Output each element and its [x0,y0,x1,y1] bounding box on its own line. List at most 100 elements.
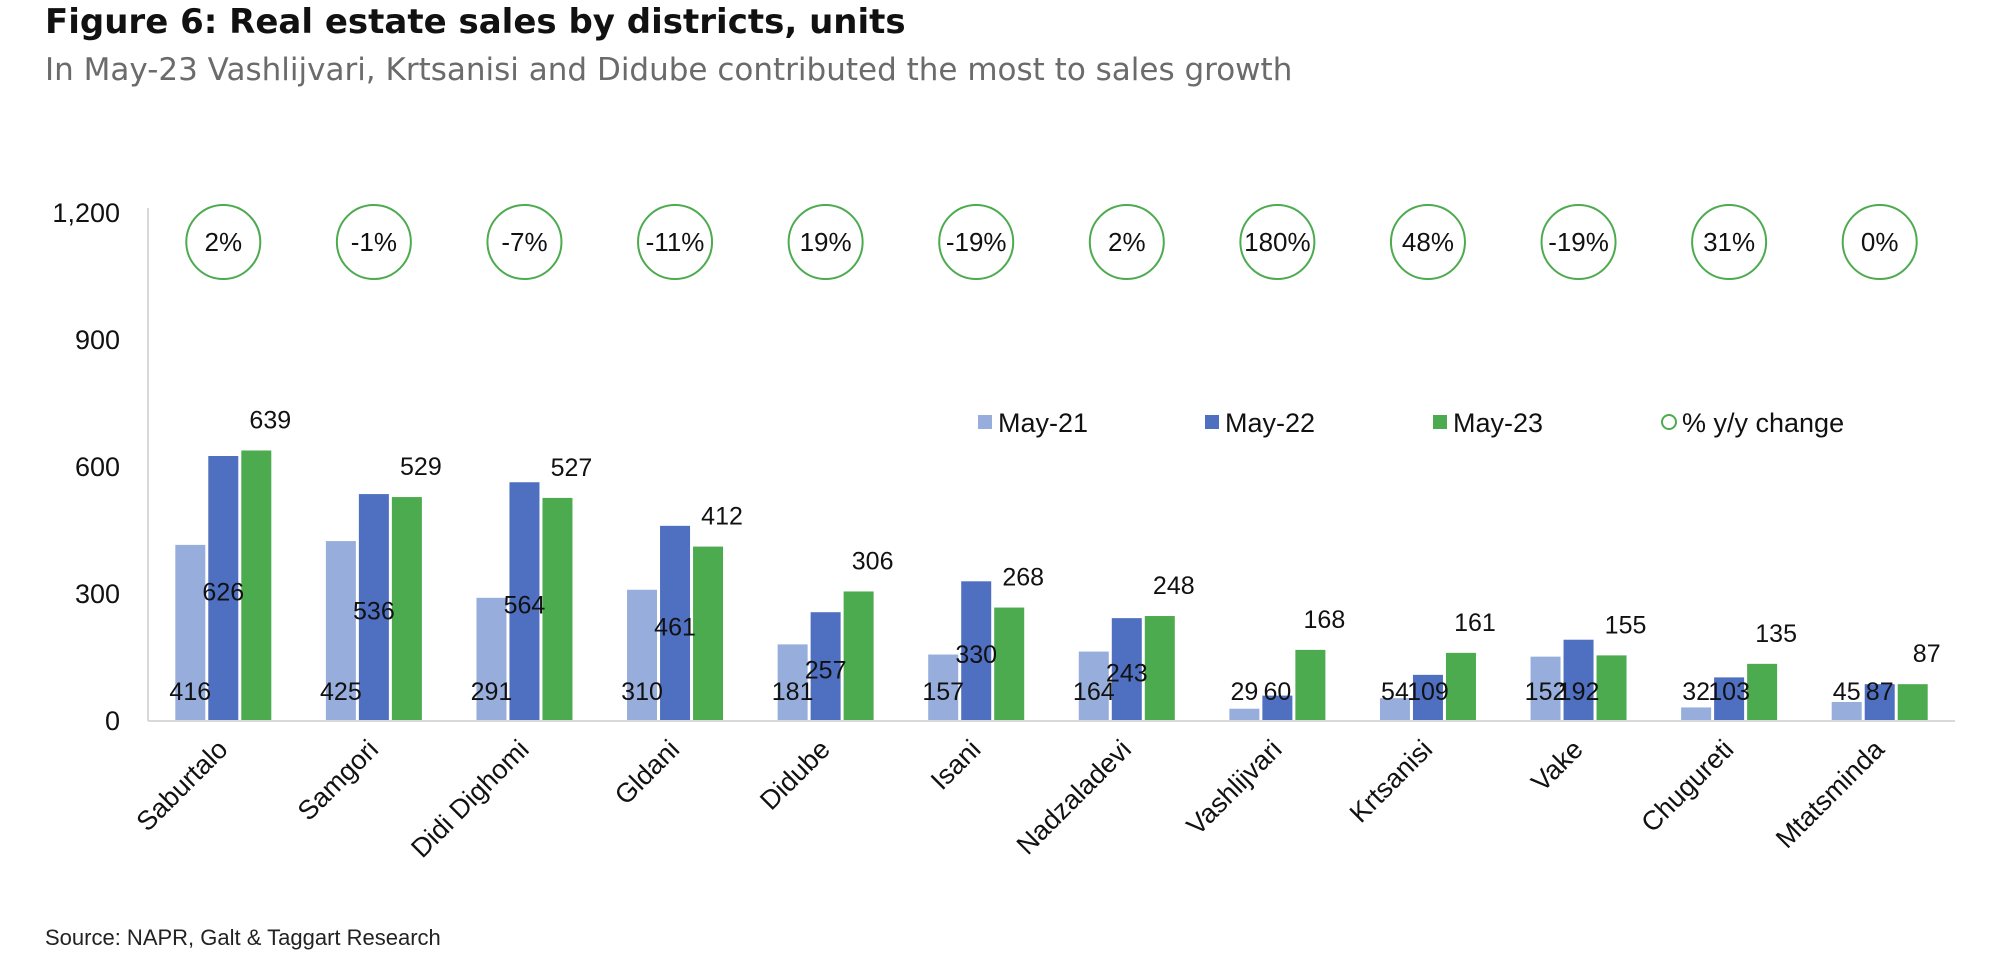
yoy-change-circle [1088,204,1165,280]
yoy-change-label: -7% [501,227,547,257]
category-label: Krtsanisi [1344,734,1438,828]
data-label-may-21: 164 [1073,678,1115,706]
y-tick-label: 1,200 [52,198,120,228]
chart-subtitle: In May-23 Vashlijvari, Krtsanisi and Did… [45,52,1293,88]
data-label-may-21: 54 [1381,678,1409,706]
yoy-change-circle [1239,204,1316,280]
data-label-may-23: 529 [400,453,442,481]
yoy-change-circle [1841,204,1918,280]
bar-may-23 [391,497,422,721]
bar-may-23 [1596,655,1627,721]
bar-may-21 [1229,708,1260,721]
yoy-change-label: -19% [946,227,1007,257]
chart-title: Figure 6: Real estate sales by districts… [45,2,906,42]
bars [175,450,1928,721]
bar-may-22 [509,482,540,721]
bar-may-21 [325,541,356,721]
data-label-may-22: 109 [1407,678,1449,706]
data-label-may-21: 157 [922,678,964,706]
legend-label: May-21 [998,408,1088,438]
bar-may-22 [1864,684,1895,721]
legend-label: May-23 [1453,408,1543,438]
data-label-may-22: 60 [1263,678,1291,706]
yoy-change-label: -19% [1548,227,1609,257]
legend-swatch [1205,415,1219,429]
data-label-may-22: 87 [1866,678,1894,706]
y-tick-label: 900 [75,325,120,355]
category-label: Vake [1525,734,1588,797]
category-label: Saburtalo [131,734,234,837]
yoy-change-label: -1% [351,227,397,257]
yoy-change-circle [1389,204,1466,280]
bar-may-21 [175,544,206,721]
yoy-change-label: 48% [1402,227,1454,257]
bar-may-22 [961,581,992,721]
legend-label: May-22 [1225,408,1315,438]
data-label-may-21: 291 [471,678,513,706]
bar-may-23 [693,546,724,721]
category-label: Vashlijvari [1181,734,1288,841]
bar-may-22 [1111,618,1142,721]
data-label-may-23: 306 [852,547,894,575]
data-label-may-22: 257 [805,657,847,685]
bar-may-22 [208,455,239,721]
bar-may-21 [1530,656,1561,721]
data-label-may-23: 639 [249,406,291,434]
category-label: Chugureti [1635,734,1739,838]
category-label: Nadzaladevi [1011,734,1137,860]
yoy-change-circle [335,204,412,280]
y-tick-label: 300 [75,579,120,609]
bar-labels: 4166266394255365292915645273104614121812… [169,406,1940,706]
data-label-may-21: 310 [621,678,663,706]
bar-may-23 [241,450,272,721]
yoy-change-circle [185,204,262,280]
category-label: Mtatsminda [1770,733,1891,854]
data-label-may-21: 152 [1525,678,1567,706]
category-label: Didi Dighomi [405,734,534,863]
legend-swatch-circle [1661,414,1677,430]
yoy-change-label: -11% [646,227,705,257]
bar-may-21 [1831,701,1862,721]
data-label-may-22: 330 [955,641,997,669]
yoy-change-circle [1691,204,1768,280]
data-label-may-23: 155 [1605,611,1647,639]
y-axis: 0 300 600 900 1,200 [52,198,149,736]
bar-may-23 [1445,652,1476,721]
yoy-change-circle [938,204,1015,280]
yoy-change-markers: 2% -1% -7% -11% 19% -19% 2% 180% 48% -19% 31% 0% [185,204,1918,280]
y-tick-label: 0 [105,706,120,736]
data-label-may-22: 103 [1708,678,1750,706]
category-label: Gldani [609,734,685,810]
data-label-may-21: 181 [772,678,814,706]
bar-may-21 [1379,698,1410,721]
legend: May-21 May-22 May-23 % y/y change [978,408,1844,438]
category-label: Isani [925,734,987,796]
bar-may-21 [1681,707,1712,721]
bar-may-21 [627,589,658,721]
y-tick-label: 600 [75,452,120,482]
source-note: Source: NAPR, Galt & Taggart Research [45,925,441,950]
bar-may-22 [1714,677,1745,721]
bar-may-21 [777,644,808,721]
yoy-change-circle [787,204,864,280]
yoy-change-label: 2% [1108,227,1146,257]
bar-may-23 [843,591,874,721]
data-label-may-23: 135 [1755,620,1797,648]
data-label-may-23: 412 [701,503,743,531]
bar-may-23 [1897,684,1928,721]
bar-may-22 [1262,695,1293,721]
bar-may-22 [358,494,389,721]
bar-may-23 [1295,649,1326,721]
legend-swatch [978,415,992,429]
yoy-change-circle [1540,204,1617,280]
data-label-may-22: 243 [1106,660,1148,688]
bar-may-23 [994,607,1025,721]
data-label-may-22: 626 [202,578,244,606]
bar-may-22 [810,612,841,721]
yoy-change-circle [486,204,563,280]
yoy-change-label: 2% [205,227,243,257]
data-label-may-22: 192 [1558,678,1600,706]
data-label-may-21: 45 [1833,678,1861,706]
bar-may-21 [928,654,959,721]
data-label-may-23: 87 [1913,640,1941,668]
